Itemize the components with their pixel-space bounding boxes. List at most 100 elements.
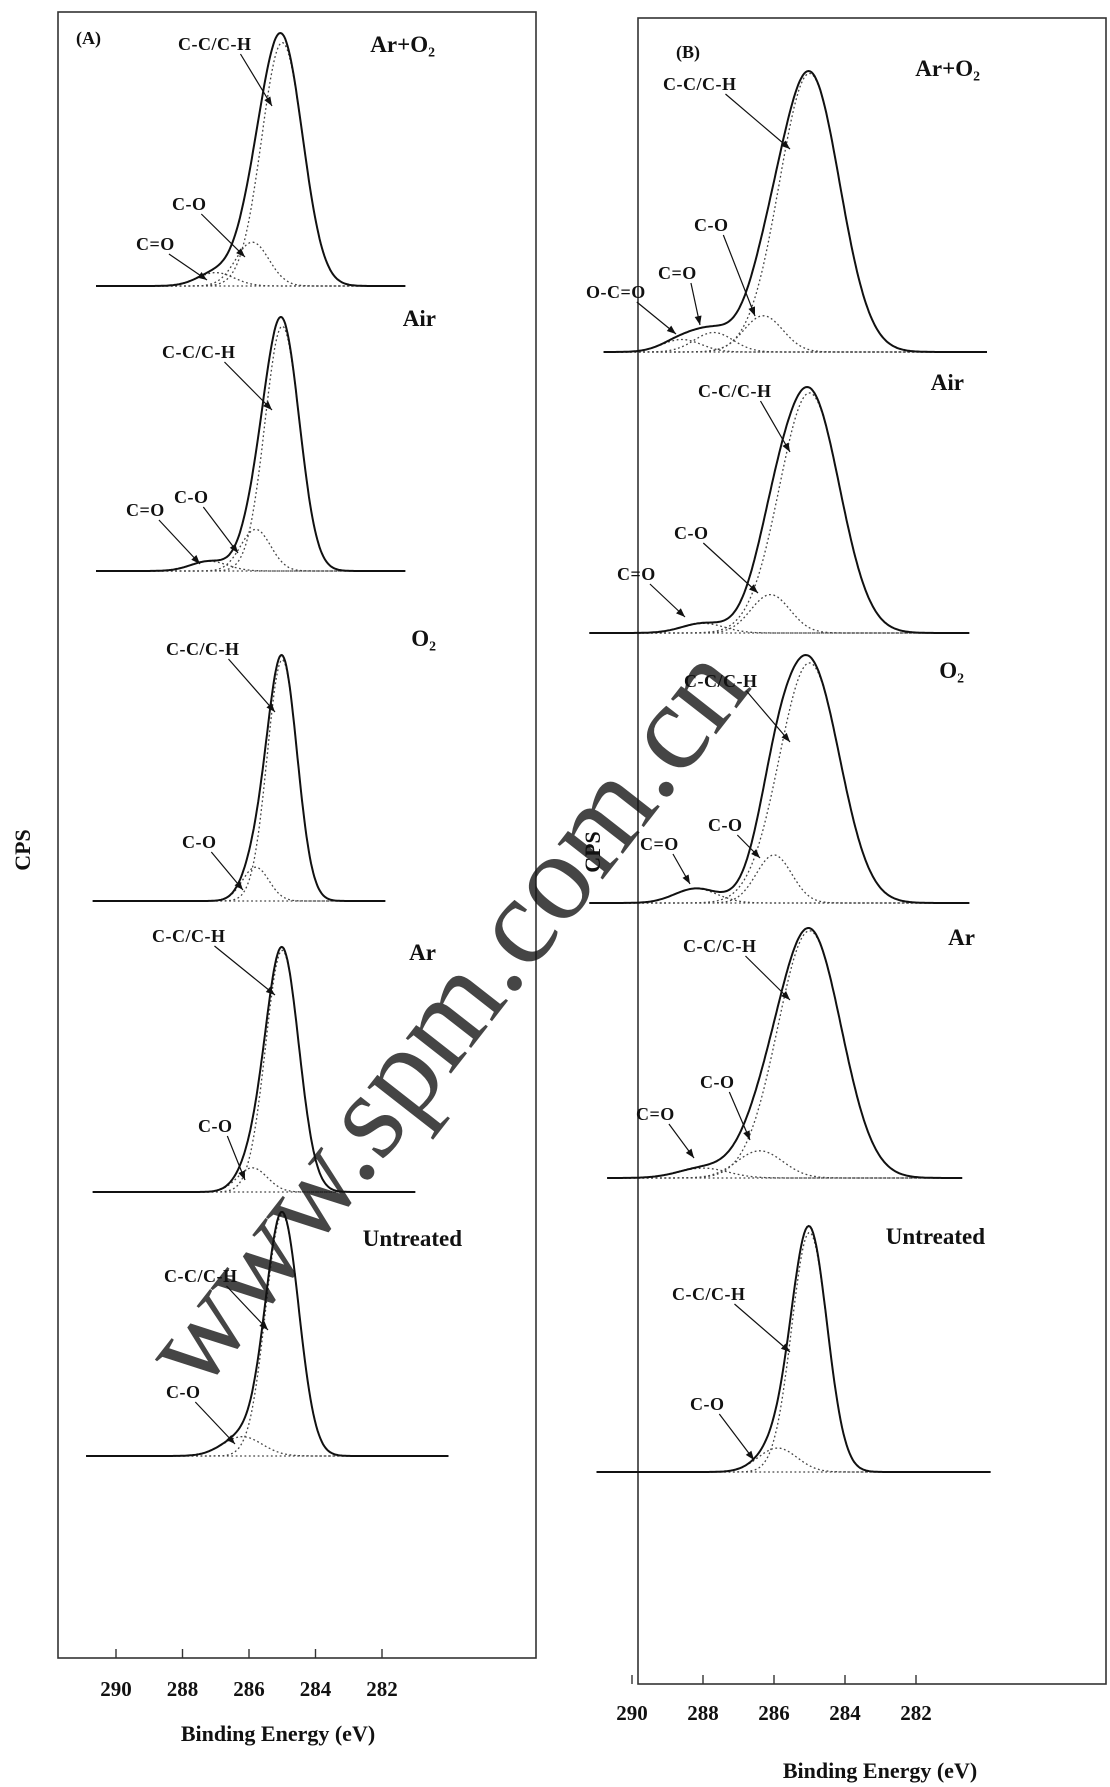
peak-label-c-c-c-h: C-C/C-H xyxy=(164,1266,238,1286)
component-peak-c-o xyxy=(96,528,406,572)
panel-a-spectra: Ar+O₂ C-C/C-H C-O C=O Air C-C/C-H C-O C=O O₂ C-C/… xyxy=(86,31,462,1457)
spectrum-ar-o2: Ar+O₂ C-C/C-H C-O C=O O-C=O xyxy=(586,56,987,353)
arrow-head xyxy=(685,1148,694,1158)
x-tick-label: 290 xyxy=(616,1701,648,1725)
condition-label: Untreated xyxy=(886,1224,985,1249)
x-tick-label: 286 xyxy=(233,1677,265,1701)
peak-label-cdbl-o: C=O xyxy=(640,834,679,854)
annotation-arrow xyxy=(734,1303,791,1353)
annotation-arrow xyxy=(718,1413,755,1461)
component-peak-c-o xyxy=(86,1436,449,1457)
spectrum-envelope xyxy=(92,653,386,902)
arrow-head xyxy=(781,732,790,742)
arrow-head xyxy=(229,543,238,553)
x-tick-label: 282 xyxy=(366,1677,398,1701)
component-peak-c-c-c-h xyxy=(603,72,987,353)
arrow-head xyxy=(238,1170,245,1180)
x-tick-label: 284 xyxy=(300,1677,332,1701)
condition-label: Ar+O₂ xyxy=(370,32,435,57)
peak-label-c-c-c-h: C-C/C-H xyxy=(663,74,737,94)
arrow-head xyxy=(748,584,758,593)
component-peak-o-cdbl-o xyxy=(603,338,987,353)
annotation-arrow xyxy=(228,658,276,713)
peak-label-cdbl-o: C=O xyxy=(617,564,656,584)
component-peak-c-o xyxy=(589,593,970,634)
arrow-head xyxy=(259,1321,268,1330)
spectrum-ar: Ar C-C/C-H C-O xyxy=(92,926,436,1193)
peak-label-c-c-c-h: C-C/C-H xyxy=(162,342,236,362)
spectrum-ar: Ar C-C/C-H C-O C=O xyxy=(607,925,975,1179)
spectrum-untreated: Untreated C-C/C-H C-O xyxy=(86,1211,462,1457)
component-peak-cdbl-o xyxy=(96,560,406,572)
peak-label-c-o: C-O xyxy=(708,815,743,835)
arrow-head xyxy=(666,325,676,334)
component-peak-c-c-c-h xyxy=(589,392,970,634)
annotation-arrow xyxy=(745,955,791,1001)
spectrum-air: Air C-C/C-H C-O C=O xyxy=(96,306,436,572)
annotation-arrow xyxy=(702,542,759,594)
arrow-head xyxy=(751,849,760,858)
peak-label-c-c-c-h: C-C/C-H xyxy=(178,34,252,54)
peak-label-c-c-c-h: C-C/C-H xyxy=(684,671,758,691)
arrow-head xyxy=(264,96,272,106)
annotation-arrow xyxy=(725,93,791,150)
peak-label-cdbl-o: C=O xyxy=(636,1104,675,1124)
spectrum-envelope xyxy=(96,31,406,287)
spectrum-envelope xyxy=(589,653,970,904)
condition-label: Ar xyxy=(409,940,436,965)
peak-label-c-o: C-O xyxy=(674,523,709,543)
peak-label-c-o: C-O xyxy=(172,194,207,214)
condition-label: O₂ xyxy=(411,626,436,651)
x-tick-label: 290 xyxy=(100,1677,132,1701)
component-peak-c-c-c-h xyxy=(607,930,963,1179)
spectrum-envelope xyxy=(86,1211,449,1457)
component-peak-c-c-c-h xyxy=(596,1231,991,1473)
panel-a: (A) Ar+O₂ C-C/C-H C-O C=O Air C-C/C-H C-O C=O O₂… xyxy=(57,11,537,1746)
annotation-arrow xyxy=(746,690,791,743)
spectrum-o2: O₂ C-C/C-H C-O C=O xyxy=(589,653,970,904)
panel-a-y-axis-label: CPS xyxy=(10,829,35,871)
spectrum-envelope xyxy=(589,385,970,634)
arrow-head xyxy=(266,702,275,712)
spectrum-air: Air C-C/C-H C-O C=O xyxy=(589,370,970,634)
panel-a-x-ticks: 290 288 286 284 282 xyxy=(100,1649,398,1701)
annotation-arrow xyxy=(239,53,273,107)
component-peak-cdbl-o xyxy=(589,887,970,904)
spectrum-o2: O₂ C-C/C-H C-O xyxy=(92,626,436,902)
arrow-head xyxy=(743,1130,750,1140)
peak-label-c-c-c-h: C-C/C-H xyxy=(683,936,757,956)
panel-b-frame xyxy=(637,17,1107,1685)
peak-label-o-cdbl-o: O-C=O xyxy=(586,282,646,302)
component-peak-cdbl-o xyxy=(603,331,987,353)
spectrum-envelope xyxy=(607,927,963,1179)
arrow-head xyxy=(676,608,685,617)
panel-b-y-axis-label: CPS xyxy=(580,831,605,873)
x-tick-label: 288 xyxy=(167,1677,199,1701)
peak-label-c-o: C-O xyxy=(198,1116,233,1136)
annotation-arrow xyxy=(214,945,276,996)
condition-label: Air xyxy=(931,370,964,395)
arrow-head xyxy=(694,315,702,325)
arrow-head xyxy=(263,401,272,410)
annotation-arrow xyxy=(202,506,239,554)
x-tick-label: 284 xyxy=(829,1701,861,1725)
arrow-head xyxy=(197,272,207,280)
peak-label-c-o: C-O xyxy=(174,487,209,507)
component-peak-cdbl-o xyxy=(96,271,406,287)
peak-label-cdbl-o: C=O xyxy=(136,234,175,254)
condition-label: Ar+O₂ xyxy=(915,56,980,81)
spectrum-envelope xyxy=(96,315,406,572)
peak-label-c-c-c-h: C-C/C-H xyxy=(698,381,772,401)
arrow-head xyxy=(782,442,790,452)
condition-label: O₂ xyxy=(939,658,964,683)
annotation-arrow xyxy=(200,213,246,258)
panel-b-label: (B) xyxy=(676,42,700,63)
annotation-arrow xyxy=(759,400,791,453)
arrow-head xyxy=(236,248,245,257)
panel-b: (B) Ar+O₂ C-C/C-H C-O C=O O-C=O Air C-C/C-H C-O… xyxy=(586,17,1107,1783)
arrow-head xyxy=(748,306,755,316)
condition-label: Air xyxy=(403,306,436,331)
arrow-head xyxy=(265,986,275,995)
arrow-head xyxy=(226,1435,235,1444)
